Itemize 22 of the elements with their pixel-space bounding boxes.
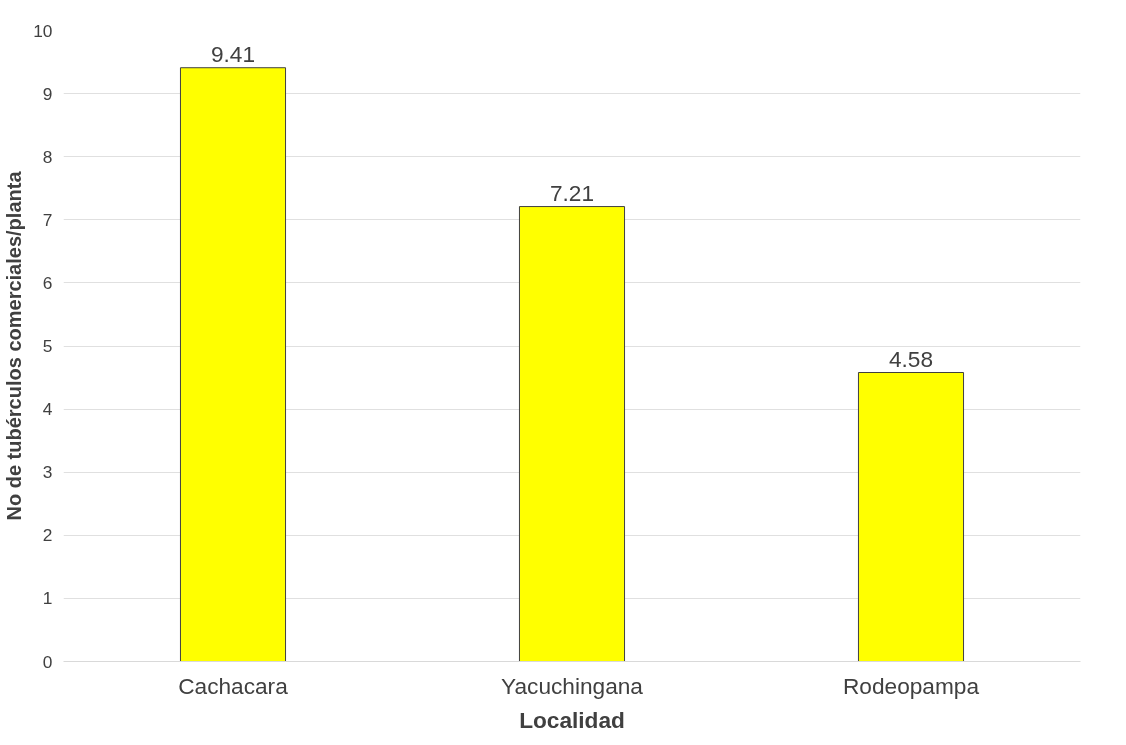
data-label: 7.21 bbox=[549, 179, 595, 206]
y-tick-label: 6 bbox=[42, 272, 53, 293]
y-tick-label: 3 bbox=[42, 462, 53, 483]
x-tick-label: Rodeopampa bbox=[842, 672, 980, 699]
y-axis-title: No de tubérculos comerciales/planta bbox=[3, 170, 26, 521]
y-tick-label: 8 bbox=[42, 146, 53, 167]
bar bbox=[179, 67, 287, 662]
data-label: 4.58 bbox=[888, 345, 934, 372]
y-tick-label: 7 bbox=[42, 209, 53, 230]
x-tick-label: Yacuchingana bbox=[501, 672, 644, 699]
x-tick-label: Cachacara bbox=[178, 672, 289, 699]
y-tick-label: 4 bbox=[42, 399, 53, 420]
y-tick-label: 9 bbox=[42, 83, 53, 104]
y-tick-label: 1 bbox=[42, 588, 53, 609]
bar bbox=[518, 206, 626, 662]
bar bbox=[857, 372, 965, 662]
y-tick-label: 5 bbox=[42, 336, 53, 356]
data-label: 9.41 bbox=[210, 40, 256, 67]
x-axis-title: Localidad bbox=[519, 706, 625, 733]
y-tick-label: 2 bbox=[42, 525, 53, 546]
y-tick-label: 0 bbox=[42, 651, 53, 672]
y-tick-label: 10 bbox=[33, 20, 53, 41]
